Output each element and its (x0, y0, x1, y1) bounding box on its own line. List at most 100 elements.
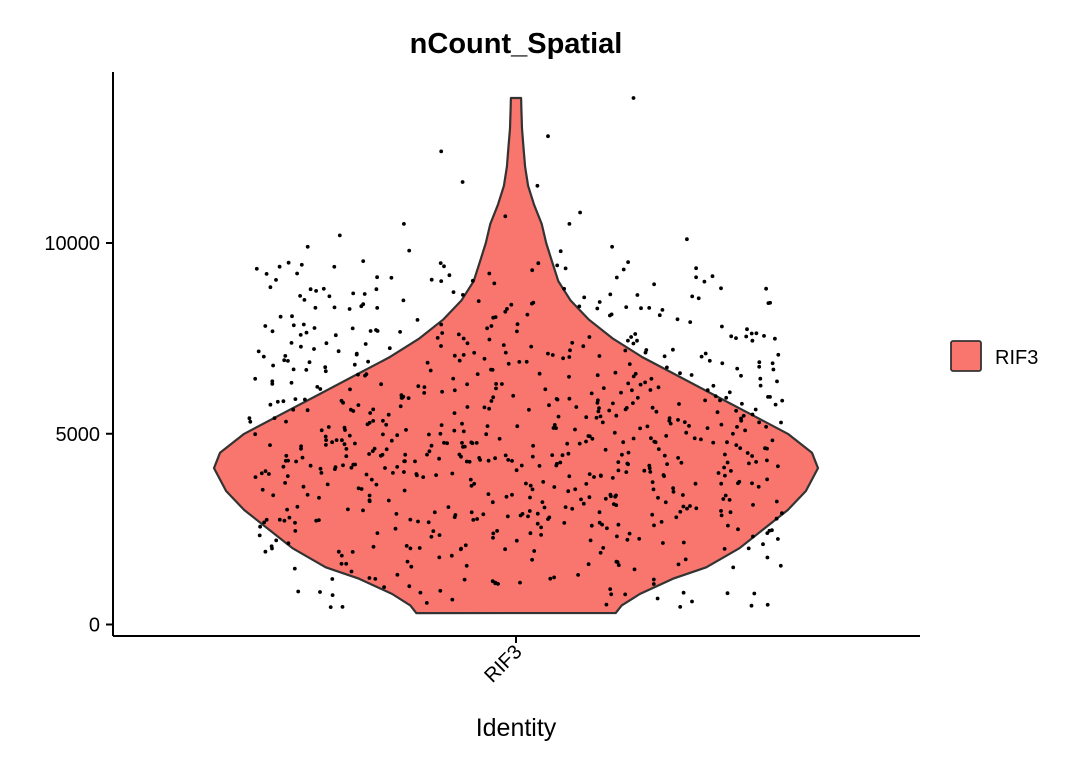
data-point (381, 432, 385, 437)
data-point (375, 306, 380, 310)
data-point (476, 299, 481, 303)
data-point (274, 278, 278, 282)
data-point (283, 354, 288, 358)
data-point (264, 272, 269, 276)
data-point (692, 436, 697, 441)
data-point (415, 473, 419, 478)
data-point (629, 335, 633, 339)
data-point (434, 473, 438, 477)
data-point (386, 412, 391, 417)
data-point (716, 471, 721, 475)
data-point (356, 403, 361, 407)
data-point (696, 296, 701, 301)
data-point (332, 305, 337, 310)
data-point (451, 376, 456, 381)
data-point (535, 183, 540, 188)
data-point (268, 402, 273, 407)
data-point (336, 349, 341, 354)
data-point (429, 277, 434, 282)
data-point (416, 519, 420, 524)
data-point (653, 440, 658, 445)
data-point (472, 350, 477, 355)
data-point (487, 337, 492, 342)
data-point (298, 333, 303, 337)
data-point (554, 426, 558, 430)
data-point (752, 591, 757, 596)
data-point (486, 492, 491, 496)
data-point (432, 510, 437, 515)
data-point (366, 359, 370, 364)
data-point (424, 601, 429, 605)
data-point (333, 467, 337, 471)
data-point (609, 592, 614, 597)
data-point (384, 447, 389, 452)
data-point (293, 520, 297, 525)
data-point (275, 399, 280, 404)
data-point (589, 391, 594, 396)
data-point (403, 452, 408, 457)
data-point (651, 487, 656, 492)
data-point (299, 344, 303, 349)
data-point (530, 487, 535, 492)
data-point (725, 591, 730, 596)
data-point (656, 447, 661, 451)
data-point (506, 458, 511, 462)
data-point (284, 419, 288, 424)
x-tick-label-rif3: RIF3 (480, 641, 526, 687)
data-point (540, 500, 545, 504)
data-point (351, 291, 356, 296)
data-point (368, 411, 373, 415)
data-point (776, 537, 780, 541)
data-point (439, 423, 444, 427)
data-point (681, 504, 686, 509)
data-point (762, 334, 766, 338)
data-point (723, 473, 727, 478)
data-point (616, 468, 621, 473)
data-point (531, 300, 536, 305)
data-point (651, 577, 656, 582)
data-point (552, 423, 557, 427)
data-point (282, 358, 287, 363)
data-point (624, 470, 629, 474)
data-point (402, 222, 406, 226)
data-point (746, 546, 751, 551)
data-point (729, 334, 734, 339)
data-point (368, 329, 373, 333)
data-point (365, 422, 370, 427)
data-point (608, 313, 612, 318)
data-point (555, 461, 559, 466)
data-point (490, 368, 495, 372)
data-point (438, 261, 443, 265)
data-point (442, 440, 446, 445)
data-point (293, 397, 298, 401)
data-point (598, 414, 603, 419)
data-point (318, 590, 322, 594)
data-point (407, 584, 412, 589)
data-point (536, 261, 541, 266)
data-point (321, 286, 326, 291)
data-point (257, 533, 262, 538)
data-point (504, 494, 509, 499)
data-point (631, 401, 635, 405)
data-point (359, 304, 364, 309)
data-point (662, 453, 667, 458)
data-point (567, 355, 572, 359)
data-point (525, 312, 530, 317)
data-point (248, 419, 253, 424)
data-point (615, 560, 620, 564)
data-point (724, 395, 729, 400)
data-point (323, 369, 328, 374)
data-point (657, 313, 662, 318)
data-point (450, 597, 455, 602)
data-point (461, 336, 466, 341)
data-point (461, 353, 466, 357)
data-point (253, 432, 258, 437)
data-point (531, 443, 535, 448)
data-point (656, 495, 660, 500)
data-point (586, 562, 591, 567)
violin-rif3 (212, 96, 820, 615)
data-point (294, 459, 298, 464)
data-point (718, 398, 722, 403)
data-point (609, 494, 613, 499)
data-point (482, 356, 487, 361)
